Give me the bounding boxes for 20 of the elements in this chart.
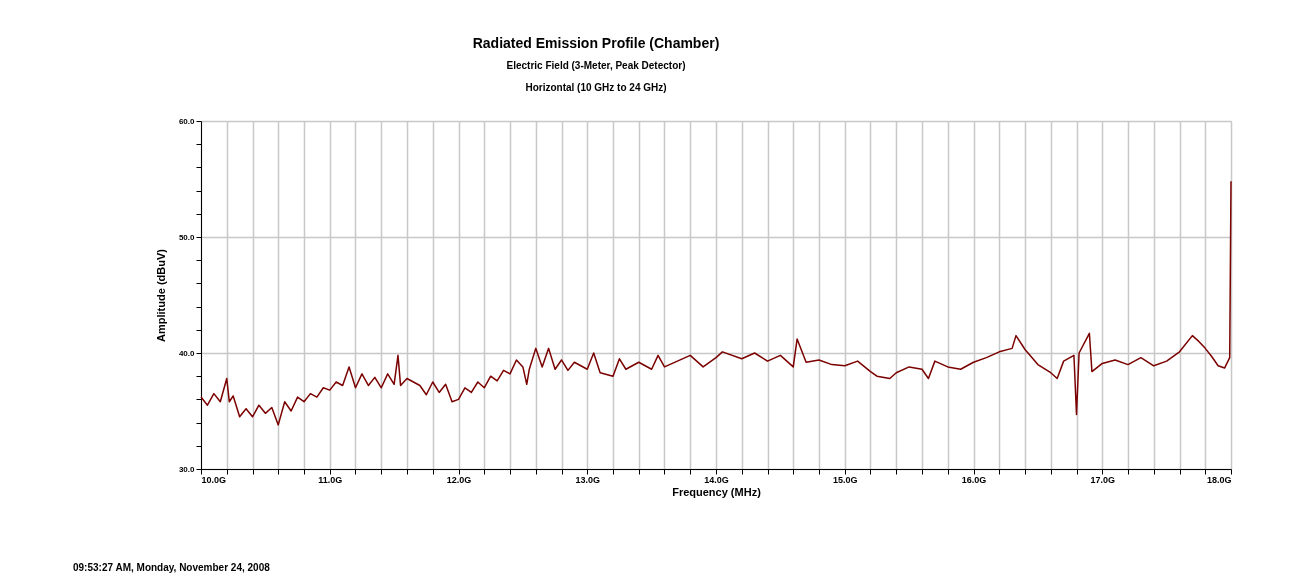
y-axis-title: Amplitude (dBuV) bbox=[154, 248, 167, 342]
x-tick-label: 12.0G bbox=[446, 474, 472, 485]
text: Horizontal (10 GHz to 24 GHz) bbox=[525, 82, 667, 93]
x-tick-label: 11.0G bbox=[318, 474, 343, 485]
y-tick-label: 50.0 bbox=[178, 232, 196, 242]
x-tick-label: 16.0G bbox=[961, 474, 987, 485]
text: Electric Field (3-Meter, Peak Detector) bbox=[506, 60, 686, 71]
line-series bbox=[200, 180, 1232, 426]
x-tick-label: 14.0G bbox=[704, 474, 729, 485]
x-tick-label: 18.0G bbox=[1206, 474, 1232, 485]
y-tick-label: 30.0 bbox=[178, 464, 196, 474]
y-tick-label: 60.0 bbox=[178, 116, 196, 126]
x-tick-label: 13.0G bbox=[575, 474, 601, 485]
x-tick-label: 10.0G bbox=[201, 474, 227, 485]
y-tick-label: 40.0 bbox=[178, 348, 196, 358]
chart-title: Radiated Emission Profile (Chamber) bbox=[472, 35, 720, 51]
x-tick-label: 17.0G bbox=[1090, 474, 1116, 485]
x-axis-title: Frequency (MHz) bbox=[672, 485, 762, 498]
text: 09:53:27 AM, Monday, November 24, 2008 bbox=[73, 562, 271, 573]
x-tick-label: 15.0G bbox=[832, 474, 858, 485]
